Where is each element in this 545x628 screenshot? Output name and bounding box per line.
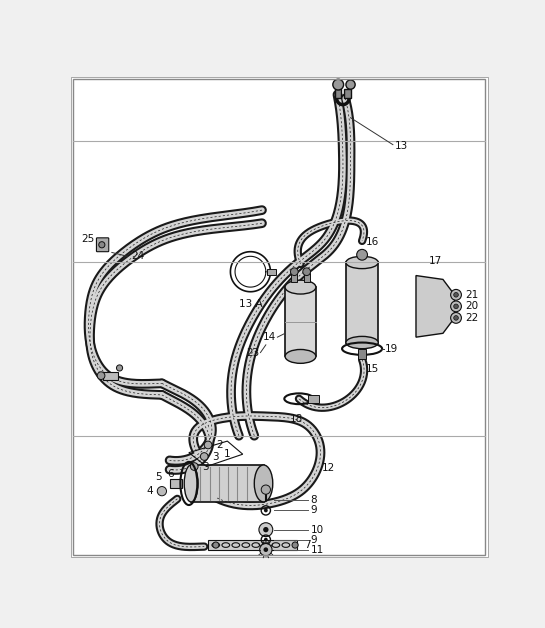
Bar: [335, 89, 341, 99]
Ellipse shape: [346, 256, 378, 269]
Text: 25: 25: [81, 234, 94, 244]
FancyBboxPatch shape: [96, 238, 109, 252]
Circle shape: [204, 441, 212, 449]
Text: 11: 11: [311, 544, 324, 555]
Circle shape: [97, 372, 105, 379]
Text: 18: 18: [290, 414, 303, 424]
Ellipse shape: [255, 465, 272, 502]
Text: 4: 4: [146, 486, 153, 496]
Circle shape: [356, 249, 367, 260]
Text: 5: 5: [155, 472, 162, 482]
Bar: [208, 541, 296, 550]
Circle shape: [201, 453, 208, 460]
Ellipse shape: [346, 337, 378, 349]
Circle shape: [451, 313, 462, 323]
Circle shape: [264, 509, 268, 512]
Ellipse shape: [285, 280, 316, 294]
Bar: [291, 273, 298, 283]
Bar: [344, 89, 350, 99]
Circle shape: [292, 542, 298, 548]
Text: 24: 24: [131, 251, 144, 261]
Circle shape: [263, 527, 269, 533]
Text: 15: 15: [366, 364, 379, 374]
Text: 14: 14: [263, 332, 276, 342]
Polygon shape: [416, 276, 455, 337]
Circle shape: [290, 268, 298, 276]
Circle shape: [259, 522, 272, 536]
Bar: [304, 273, 310, 283]
Text: 13 A: 13 A: [239, 299, 262, 308]
Bar: [358, 349, 366, 359]
Text: 21: 21: [465, 290, 479, 300]
Circle shape: [261, 485, 270, 494]
Circle shape: [190, 463, 198, 470]
Text: 2: 2: [216, 440, 222, 450]
Circle shape: [451, 290, 462, 300]
Text: 9: 9: [311, 534, 317, 544]
Circle shape: [346, 80, 355, 89]
Circle shape: [303, 268, 311, 276]
Text: 3: 3: [202, 462, 209, 472]
Text: 10: 10: [311, 524, 324, 534]
Text: 22: 22: [465, 313, 479, 323]
Circle shape: [451, 301, 462, 311]
Ellipse shape: [285, 349, 316, 364]
Ellipse shape: [184, 465, 198, 502]
Text: 8: 8: [311, 495, 317, 506]
Bar: [308, 395, 319, 403]
Text: 7: 7: [304, 540, 311, 550]
Circle shape: [333, 79, 343, 90]
Text: 20: 20: [465, 301, 479, 311]
Bar: [346, 263, 378, 344]
Circle shape: [259, 543, 272, 556]
Circle shape: [454, 304, 458, 309]
Circle shape: [158, 487, 167, 495]
Bar: [191, 465, 264, 502]
Circle shape: [264, 548, 268, 552]
Text: 12: 12: [322, 463, 335, 473]
Bar: [102, 372, 118, 379]
Circle shape: [454, 316, 458, 320]
Text: 13: 13: [395, 141, 408, 151]
Circle shape: [213, 542, 219, 548]
Bar: [267, 269, 276, 275]
Text: 19: 19: [385, 344, 398, 354]
Circle shape: [264, 538, 268, 541]
Text: 9: 9: [311, 506, 317, 516]
Bar: [169, 479, 182, 488]
Circle shape: [454, 293, 458, 297]
Text: 1: 1: [224, 449, 231, 459]
Circle shape: [117, 365, 123, 371]
Text: 6: 6: [167, 469, 174, 479]
Text: 3: 3: [212, 452, 219, 462]
Bar: [285, 287, 316, 357]
Text: 17: 17: [428, 256, 442, 266]
Text: 23: 23: [246, 347, 259, 357]
Circle shape: [99, 242, 105, 248]
Text: 16: 16: [366, 237, 379, 247]
